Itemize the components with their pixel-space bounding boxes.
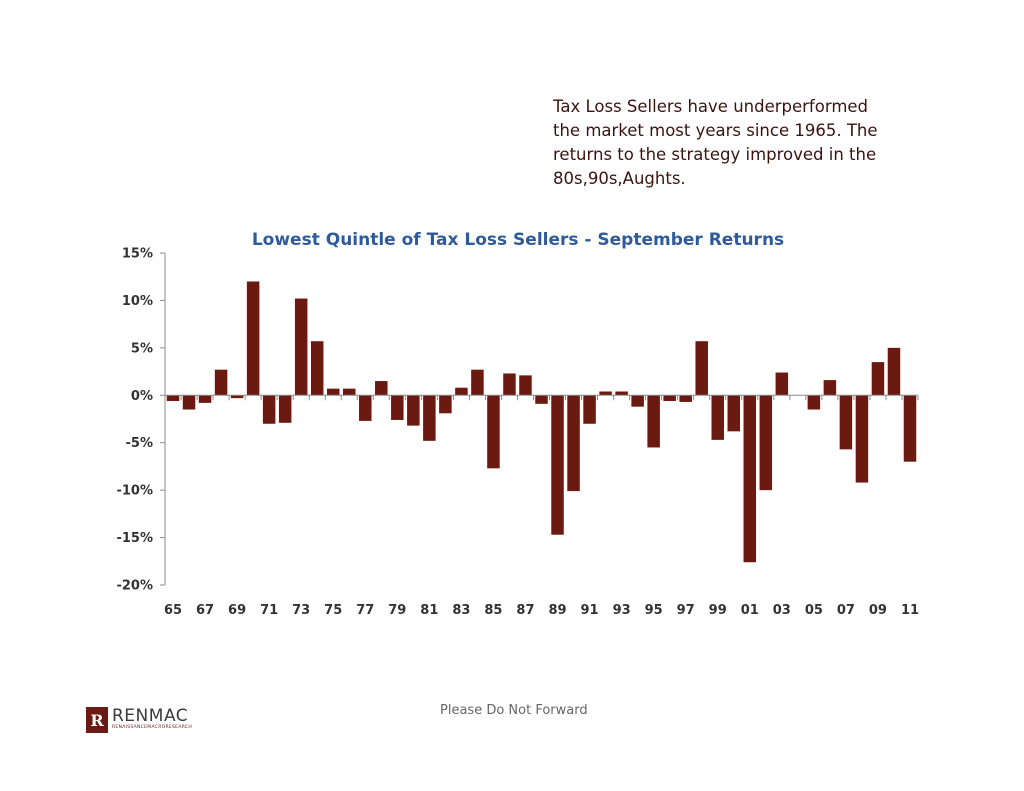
bar-99 xyxy=(711,395,724,440)
bar-80 xyxy=(407,395,420,426)
x-axis: 65 67 69 71 73 75 77 79 81 83 85 87 89 91 93 95 97 99 01 03… xyxy=(164,394,919,618)
x-tick-label: 01 xyxy=(741,603,759,618)
x-tick-label: 69 xyxy=(228,603,246,618)
x-tick-label: 05 xyxy=(805,603,823,618)
x-tick-label: 99 xyxy=(709,603,727,618)
bar-02 xyxy=(759,395,773,491)
x-tick-label: 97 xyxy=(677,603,695,618)
bar-91 xyxy=(583,395,596,424)
bar-86 xyxy=(503,373,516,396)
x-tick-label: 81 xyxy=(420,603,438,618)
bar-09 xyxy=(871,362,885,396)
x-tick-label: 09 xyxy=(869,603,887,618)
bar-72 xyxy=(278,395,292,423)
y-tick-label: 10% xyxy=(122,294,153,309)
bar-11 xyxy=(903,395,917,462)
bar-66 xyxy=(182,395,196,410)
bar-01 xyxy=(743,395,757,563)
bar-73 xyxy=(294,298,308,396)
x-tick-label: 83 xyxy=(452,603,470,618)
bar-98 xyxy=(695,341,708,396)
chart-title: Lowest Quintle of Tax Loss Sellers - Sep… xyxy=(252,230,784,250)
x-tick-label: 73 xyxy=(292,603,310,618)
bar-79 xyxy=(391,395,404,420)
bar-93 xyxy=(615,391,628,396)
bar-74 xyxy=(310,341,324,396)
y-tick-label: 0% xyxy=(131,389,153,404)
x-tick-label: 95 xyxy=(645,603,663,618)
y-tick-label: -5% xyxy=(126,436,153,451)
logo-tagline: RENAISSANCEMACRORESEARCH xyxy=(112,725,193,730)
x-tick-label: 65 xyxy=(164,603,182,618)
x-tick-label: 89 xyxy=(548,603,566,618)
x-tick-label: 67 xyxy=(196,603,214,618)
bar-97 xyxy=(679,395,692,402)
bar-78 xyxy=(375,381,388,396)
x-tick-label: 07 xyxy=(837,603,855,618)
annotation-line-1: Tax Loss Sellers have underperformed xyxy=(553,97,869,116)
bar-88 xyxy=(535,395,548,404)
bar-89 xyxy=(551,395,564,535)
y-axis: 15% 10% 5% 0% -5% -10% -15% -20% xyxy=(116,247,166,594)
y-tick-label: -10% xyxy=(116,484,153,499)
bar-65 xyxy=(166,395,180,401)
bar-90 xyxy=(567,395,580,492)
bar-67 xyxy=(198,395,212,403)
logo-name: RENMAC xyxy=(112,706,189,726)
x-tick-label: 79 xyxy=(388,603,406,618)
bar-05 xyxy=(807,395,821,410)
bar-68 xyxy=(214,369,228,396)
x-tick-label: 71 xyxy=(260,603,278,618)
logo-text: RENMAC RENAISSANCEMACRORESEARCH xyxy=(112,707,192,731)
renmac-logo: R RENMAC RENAISSANCEMACRORESEARCH xyxy=(86,707,192,733)
september-returns-chart: Lowest Quintle of Tax Loss Sellers - Sep… xyxy=(116,230,919,618)
bars xyxy=(166,281,917,563)
bar-85 xyxy=(487,395,500,469)
bar-08 xyxy=(855,395,869,483)
bar-82 xyxy=(439,395,452,414)
x-tick-label: 03 xyxy=(773,603,791,618)
bar-07 xyxy=(839,395,853,450)
x-tick-label: 75 xyxy=(324,603,342,618)
x-tick-label: 91 xyxy=(581,603,599,618)
bar-94 xyxy=(631,395,644,407)
x-tick-label: 11 xyxy=(901,603,919,618)
bar-10 xyxy=(887,347,901,396)
bar-71 xyxy=(262,395,276,424)
bar-87 xyxy=(519,375,532,396)
bar-92 xyxy=(599,391,612,396)
y-tick-label: 5% xyxy=(131,341,153,356)
bar-83 xyxy=(455,387,468,396)
y-tick-label: -15% xyxy=(116,531,153,546)
annotation-line-2: the market most years since 1965. The xyxy=(553,121,878,140)
x-tick-label: 87 xyxy=(516,603,534,618)
bar-84 xyxy=(471,369,484,396)
bar-69 xyxy=(230,395,244,399)
y-tick-label: 15% xyxy=(122,247,153,262)
x-tick-label: 85 xyxy=(484,603,502,618)
bar-77 xyxy=(359,395,372,421)
bar-00 xyxy=(727,395,741,432)
bar-95 xyxy=(647,395,660,448)
y-tick-label: -20% xyxy=(116,579,153,594)
annotation-line-3: returns to the strategy improved in the xyxy=(553,145,877,164)
bar-96 xyxy=(663,395,676,401)
annotation-text: Tax Loss Sellers have underperformed the… xyxy=(553,95,893,191)
bar-81 xyxy=(423,395,436,441)
bar-70 xyxy=(246,281,260,396)
bar-76 xyxy=(343,388,356,396)
bar-03 xyxy=(775,372,789,396)
annotation-line-4: 80s,90s,Aughts. xyxy=(553,169,686,188)
logo-mark: R xyxy=(86,707,108,733)
bar-75 xyxy=(326,388,340,396)
x-tick-label: 93 xyxy=(613,603,631,618)
bar-06 xyxy=(823,380,837,396)
x-tick-label: 77 xyxy=(356,603,374,618)
footer-note: Please Do Not Forward xyxy=(440,703,588,718)
